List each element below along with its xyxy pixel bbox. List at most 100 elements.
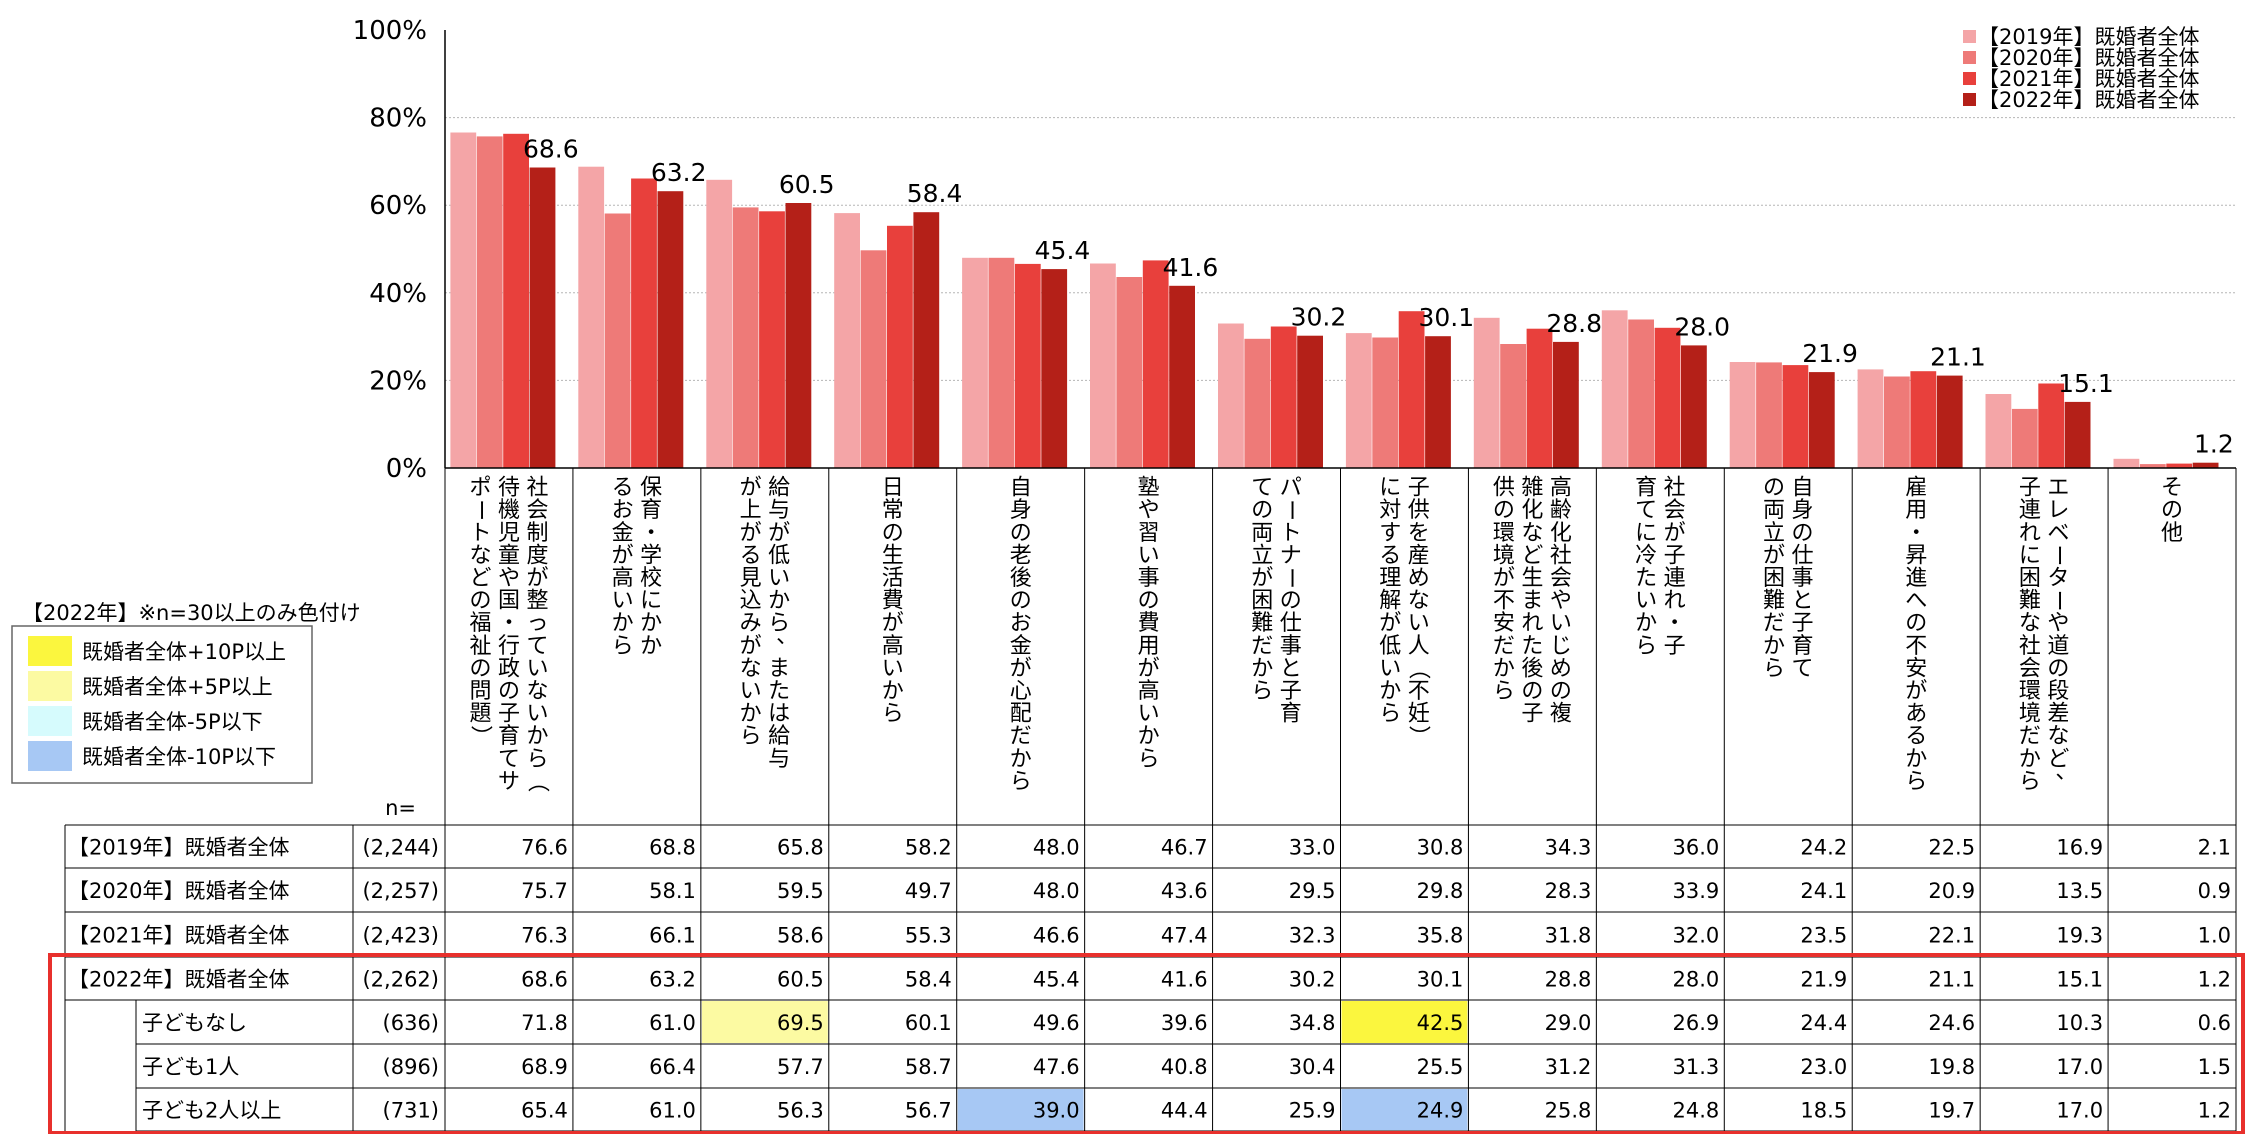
category-label-char: に — [640, 589, 662, 614]
category-label-char: 児 — [498, 521, 520, 546]
y-tick-label: 80% — [369, 104, 427, 134]
category-label-char: な — [1521, 521, 1543, 546]
category-label-char: 化 — [1550, 521, 1572, 546]
table-cell: 31.2 — [1545, 1055, 1592, 1079]
category-label-char: ・ — [1664, 611, 1686, 636]
bar — [450, 132, 477, 468]
bar — [1526, 328, 1553, 468]
category-label-char: や — [2047, 611, 2069, 636]
category-label-char: 不 — [1493, 589, 1515, 614]
category-label-char: 連 — [1664, 566, 1686, 591]
table-cell: 28.0 — [1673, 968, 1720, 992]
category-label-char: か — [1379, 679, 1401, 704]
category-label-char: 育 — [498, 724, 520, 749]
category-label-char: の — [469, 656, 491, 681]
category-label-char: 機 — [498, 498, 520, 523]
category-label-char: 常 — [882, 498, 904, 523]
category-label-char: れ — [1664, 589, 1686, 614]
color-key-title: 【2022年】※n=30以上のみ色付け — [22, 601, 361, 625]
category-label-char: の — [1763, 476, 1785, 501]
category-label-char: は — [768, 702, 790, 727]
table-cell: 19.8 — [1928, 1055, 1975, 1079]
category-label-char: て — [526, 634, 548, 659]
color-key: 【2022年】※n=30以上のみ色付け既婚者全体+10P以上既婚者全体+5P以上… — [11, 601, 361, 784]
category-label-char: だ — [1251, 634, 1273, 659]
table-cell: 40.8 — [1161, 1055, 1208, 1079]
category-label-char: る — [612, 476, 634, 501]
category-label-char: 育 — [1791, 634, 1813, 659]
category-label-char: ど — [469, 566, 491, 591]
bar — [657, 191, 684, 468]
category-label-char: る — [1905, 724, 1927, 749]
category-label-char: 対 — [1379, 498, 1401, 523]
bar — [1884, 376, 1910, 468]
category-label-char: ー — [1278, 499, 1303, 521]
table-cell: 66.1 — [649, 924, 696, 948]
category-label-char: な — [740, 656, 762, 681]
color-key-label: 既婚者全体-5P以下 — [82, 710, 263, 734]
row-label: 子どもなし — [142, 1011, 247, 1035]
category-label-char: の — [1251, 498, 1273, 523]
category-label-char: サ — [498, 769, 520, 794]
category-label-char: 会 — [1664, 498, 1686, 523]
category-label-char: ら — [1905, 769, 1927, 794]
category-label-char: 子 — [1664, 634, 1686, 659]
category-label-char: 困 — [1251, 589, 1273, 614]
category-label-char: の — [1905, 611, 1927, 636]
category-label-char: か — [612, 611, 634, 636]
bar — [759, 211, 785, 469]
table-cell: 66.4 — [649, 1055, 696, 1079]
row-label: 【2022年】既婚者全体 — [68, 968, 289, 992]
category-label-char: に — [2019, 543, 2041, 568]
table-cell: 63.2 — [649, 968, 696, 992]
table-cell: 24.8 — [1673, 1099, 1720, 1123]
bar — [1654, 327, 1681, 468]
category-label-char: が — [1010, 656, 1032, 681]
bar — [887, 225, 913, 468]
category-label-char: 、 — [776, 624, 798, 649]
category-label-char: 国 — [498, 589, 520, 614]
legend-label: 【2019年】既婚者全体 — [1978, 25, 2199, 49]
table-cell: 39.0 — [1033, 1099, 1080, 1123]
table-cell: 36.0 — [1673, 836, 1720, 860]
category-label-char: い — [526, 656, 548, 681]
table-cell: 56.7 — [905, 1099, 952, 1123]
category-label-char: だ — [2019, 724, 2041, 749]
category-label-char: 妊 — [1408, 702, 1430, 727]
table-cell: 23.5 — [1800, 924, 1847, 948]
category-label-char: か — [882, 679, 904, 704]
category-label-char: 金 — [612, 521, 634, 546]
table-cell: 65.4 — [521, 1099, 568, 1123]
category-label-char: 連 — [2019, 498, 2041, 523]
category-label-char: の — [1138, 589, 1160, 614]
category-label-char: ど — [1521, 543, 1543, 568]
category-label-char: 行 — [498, 634, 520, 659]
category-label-char: 金 — [1010, 634, 1032, 659]
category-label-char: 難 — [2019, 589, 2041, 614]
category-label-char: の — [1550, 679, 1572, 704]
category-label-char: 進 — [1905, 566, 1927, 591]
category-label-char: 塾 — [1138, 476, 1160, 501]
category-label-char: い — [1379, 656, 1401, 681]
table-cell: 2.1 — [2198, 836, 2231, 860]
bars — [450, 132, 2219, 469]
data-label: 1.2 — [2194, 430, 2234, 459]
category-label-char: の — [2047, 656, 2069, 681]
category-label-char: が — [768, 521, 790, 546]
category-label-char: 老 — [1010, 543, 1032, 568]
data-label: 63.2 — [651, 158, 707, 187]
data-label: 21.9 — [1802, 339, 1858, 368]
category-label-char: 両 — [1763, 498, 1785, 523]
table-cell: 24.6 — [1928, 1011, 1975, 1035]
category-label-char: 事 — [1791, 566, 1813, 591]
bar — [2139, 464, 2166, 468]
category-label-char: 後 — [1521, 656, 1543, 681]
table-cell: 45.4 — [1033, 968, 1080, 992]
category-label-char: が — [526, 566, 548, 591]
category-label-char: て — [1251, 476, 1273, 501]
category-label-char: て — [498, 747, 520, 772]
bar — [1041, 269, 1068, 468]
category-label-char: 解 — [1379, 589, 1401, 614]
table-cell: 19.7 — [1928, 1099, 1975, 1123]
category-label-char: そ — [2161, 476, 2183, 501]
